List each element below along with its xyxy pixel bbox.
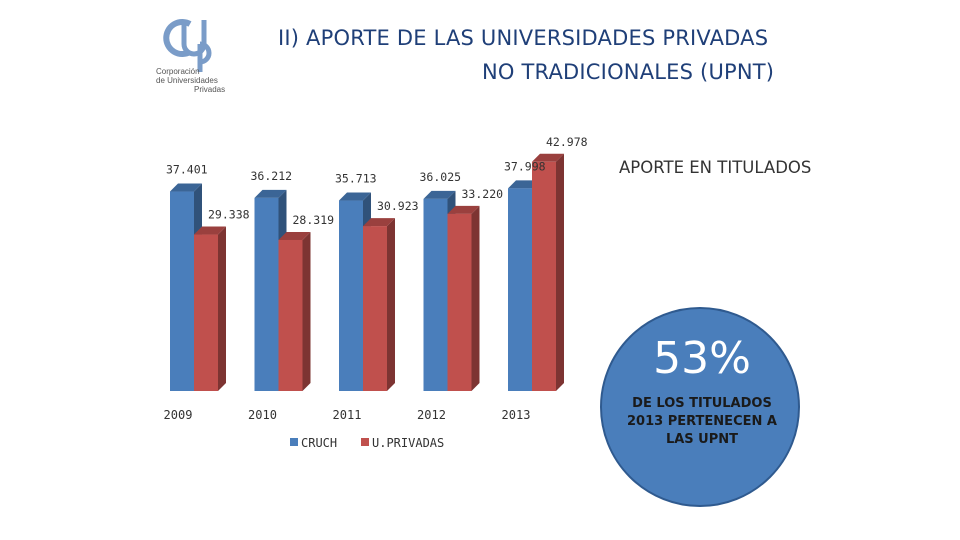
bar-top: [447, 205, 480, 214]
bar-top: [254, 189, 287, 198]
x-tick-2013: 2013: [502, 408, 531, 422]
corporacion-universidades-privadas-logo: Corporación de Universidades Privadas: [156, 19, 225, 94]
bar-side: [556, 153, 564, 391]
chart-legend: CRUCH U.PRIVADAS: [290, 436, 444, 450]
bar-top: [363, 218, 395, 227]
logo-text-3: Privadas: [194, 85, 225, 94]
logo-c-mark: [163, 19, 192, 57]
slide-title-line-1: II) APORTE DE LAS UNIVERSIDADES PRIVADAS: [278, 26, 769, 50]
data-label-cruch-2012: 36.025: [420, 170, 462, 184]
logo-text-1: Corporación: [156, 67, 200, 76]
highlight-text: DE LOS TITULADOS 2013 PERTENECEN A LAS U…: [627, 396, 777, 447]
chart-bars: [170, 153, 564, 391]
bar-front: [278, 239, 303, 391]
bar-uprivadas-2010: [278, 231, 311, 391]
x-tick-2010: 2010: [248, 408, 277, 422]
data-label-cruch-2011: 35.713: [335, 172, 377, 186]
legend-swatch-1: [361, 438, 369, 446]
bar-front: [423, 198, 448, 391]
data-label-uprivadas-2011: 30.923: [377, 199, 419, 213]
bar-top: [278, 231, 311, 240]
bar-uprivadas-2011: [363, 218, 395, 391]
bar-front: [508, 188, 532, 391]
data-label-uprivadas-2013: 42.978: [546, 135, 588, 149]
bar-side: [471, 205, 480, 391]
bar-side: [218, 226, 226, 391]
chart-x-ticks: 2009 2010 2011 2012 2013: [164, 408, 531, 422]
bar-front: [170, 191, 194, 391]
data-label-cruch-2010: 36.212: [251, 169, 293, 183]
bar-uprivadas-2012: [447, 205, 480, 391]
highlight-circle: 53% DE LOS TITULADOS 2013 PERTENECEN A L…: [600, 307, 800, 507]
bar-front: [532, 161, 556, 391]
data-label-uprivadas-2009: 29.338: [208, 208, 250, 222]
x-tick-2009: 2009: [164, 408, 193, 422]
legend-label-0: CRUCH: [301, 436, 337, 450]
data-label-cruch-2013: 37.998: [504, 159, 546, 173]
bar-side: [387, 218, 395, 391]
data-label-uprivadas-2010: 28.319: [293, 213, 335, 227]
bar-top: [170, 183, 202, 192]
highlight-percent: 53%: [653, 333, 751, 384]
bar-uprivadas-2009: [194, 226, 226, 391]
bar-top: [423, 190, 456, 199]
x-tick-2012: 2012: [417, 408, 446, 422]
bar-front: [363, 226, 387, 391]
logo-p-mark: [197, 41, 212, 72]
bar-front: [339, 200, 363, 391]
bar-top: [339, 192, 371, 201]
logo-text-2: de Universidades: [156, 76, 218, 85]
side-title: APORTE EN TITULADOS: [619, 158, 812, 177]
bar-top: [194, 226, 226, 235]
bar-front: [254, 197, 279, 391]
bar-uprivadas-2013: [532, 153, 564, 391]
bar-front: [447, 213, 472, 391]
slide-title-line-2: NO TRADICIONALES (UPNT): [482, 60, 775, 84]
bar-front: [194, 234, 218, 391]
bar-side: [302, 231, 311, 391]
legend-swatch-0: [290, 438, 298, 446]
data-label-cruch-2009: 37.401: [166, 163, 208, 177]
legend-label-1: U.PRIVADAS: [372, 436, 444, 450]
bar-top: [532, 153, 564, 162]
x-tick-2011: 2011: [333, 408, 362, 422]
data-label-uprivadas-2012: 33.220: [462, 187, 504, 201]
